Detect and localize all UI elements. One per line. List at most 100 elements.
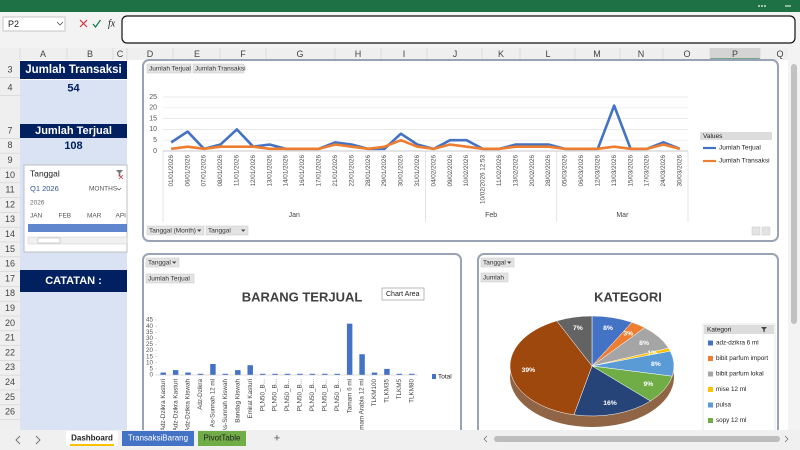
bar xyxy=(272,373,278,375)
enter-icon[interactable] xyxy=(92,19,101,28)
horizontal-scroll-thumb[interactable] xyxy=(494,436,780,442)
column-header[interactable]: J xyxy=(453,49,458,59)
row-header[interactable]: 17 xyxy=(5,273,15,283)
row-header[interactable]: 14 xyxy=(5,229,15,239)
field-button[interactable] xyxy=(480,257,515,268)
legend-label[interactable]: Jumlah Transaksi xyxy=(719,158,770,165)
row-header[interactable]: 26 xyxy=(5,407,15,417)
column-header[interactable]: H xyxy=(355,49,362,59)
cancel-icon[interactable] xyxy=(79,19,88,28)
timeline-level[interactable]: MONTHS xyxy=(89,186,118,193)
field-button-label[interactable]: Jumlah Terjual xyxy=(149,65,191,72)
add-sheet[interactable]: + xyxy=(274,432,280,444)
column-header[interactable]: O xyxy=(683,49,690,59)
column-header[interactable]: G xyxy=(296,49,303,59)
column-header[interactable]: D xyxy=(147,49,154,59)
field-button-arrow[interactable] xyxy=(172,261,177,264)
legend-label[interactable]: pulsa xyxy=(716,402,732,409)
row-header[interactable]: 15 xyxy=(5,244,15,254)
field-button-arrow[interactable] xyxy=(507,261,512,264)
row-header[interactable]: 11 xyxy=(5,185,14,195)
field-button-arrow[interactable] xyxy=(241,229,246,232)
legend-label[interactable]: Jumlah Terjual xyxy=(719,145,761,152)
timeline-scrollbar[interactable] xyxy=(27,236,128,245)
field-button-label[interactable]: Jumlah xyxy=(483,274,504,281)
legend-label[interactable]: Total xyxy=(438,374,452,381)
row-header[interactable]: 9 xyxy=(7,155,12,165)
sheet-tab[interactable] xyxy=(198,431,246,446)
column-header[interactable]: E xyxy=(194,49,200,59)
x-tick-label: 13/03/2026 xyxy=(611,155,618,187)
column-header[interactable]: C xyxy=(117,49,124,59)
column-header[interactable]: M xyxy=(593,49,601,59)
pie-slice[interactable] xyxy=(509,320,593,416)
horizontal-scroll-arrows[interactable] xyxy=(483,435,789,443)
row-header[interactable]: 8 xyxy=(7,140,12,150)
column-header[interactable]: N xyxy=(638,49,645,59)
sheet-tab-label[interactable]: Dashboard xyxy=(71,434,113,443)
row-header[interactable]: 18 xyxy=(5,288,15,298)
sheet-tab-label[interactable]: PivotTable xyxy=(204,434,241,443)
timeline-selection[interactable] xyxy=(28,224,127,232)
expand-button[interactable] xyxy=(751,226,761,236)
tab-scroll-arrows[interactable] xyxy=(15,435,41,445)
clear-filter-icon[interactable] xyxy=(116,170,123,177)
pie-slice[interactable] xyxy=(573,365,651,417)
field-button-arrow[interactable] xyxy=(197,229,202,232)
field-button[interactable] xyxy=(146,63,192,74)
row-header[interactable]: 10 xyxy=(5,170,15,180)
field-button-label[interactable]: Tanggal xyxy=(148,259,171,266)
formula-input[interactable] xyxy=(121,15,796,44)
name-box-arrow[interactable] xyxy=(56,21,64,26)
row-header[interactable]: 4 xyxy=(7,82,12,92)
legend-label[interactable]: adz-dzikra 6 ml xyxy=(716,340,759,347)
row-header[interactable]: 12 xyxy=(5,199,15,209)
row-header[interactable]: 24 xyxy=(5,377,15,387)
field-button-label[interactable]: Tanggal xyxy=(483,259,506,266)
field-button[interactable] xyxy=(192,63,245,74)
field-button-label[interactable]: Tanggal xyxy=(208,227,231,234)
row-header[interactable]: 19 xyxy=(5,303,15,313)
field-button[interactable] xyxy=(205,225,249,236)
row-header[interactable]: 21 xyxy=(5,333,15,343)
row-header[interactable]: 13 xyxy=(5,214,15,224)
field-button[interactable] xyxy=(145,257,180,268)
sheet-tab-label[interactable]: TransaksiBarang xyxy=(128,434,188,443)
column-header[interactable]: B xyxy=(87,49,93,59)
legend-filter-icon[interactable] xyxy=(761,327,767,333)
line-chart-panel[interactable] xyxy=(142,59,779,242)
row-header[interactable]: 22 xyxy=(5,347,15,357)
legend-label[interactable]: bibit parfum lokal xyxy=(716,371,764,378)
field-button-label[interactable]: Tanggal (Month) xyxy=(149,227,196,234)
legend-label[interactable]: mise 12 ml xyxy=(716,386,746,393)
timeline-scroll-thumb[interactable] xyxy=(37,237,61,244)
legend-label[interactable]: bibit parfum import xyxy=(716,355,768,362)
name-box[interactable] xyxy=(2,16,66,32)
field-button[interactable] xyxy=(146,225,205,236)
collapse-button[interactable] xyxy=(761,226,771,236)
sheet-tab[interactable] xyxy=(122,431,194,446)
column-header[interactable]: L xyxy=(545,49,550,59)
field-button-label[interactable]: Jumlah Transaksi xyxy=(195,65,246,72)
row-header[interactable]: 20 xyxy=(5,318,15,328)
row-header[interactable]: 23 xyxy=(5,362,15,372)
pie-slice[interactable] xyxy=(556,315,593,367)
row-header[interactable]: 3 xyxy=(7,64,12,74)
legend-label[interactable]: sopy 12 ml xyxy=(716,417,746,424)
field-button-label[interactable]: Jumlah Terjual xyxy=(148,275,190,282)
column-header[interactable]: P xyxy=(732,49,738,59)
column-header[interactable]: I xyxy=(403,49,406,59)
row-header[interactable]: 16 xyxy=(5,259,15,269)
fx-button[interactable]: fx xyxy=(108,18,116,29)
column-header[interactable]: Q xyxy=(776,49,783,59)
field-button[interactable] xyxy=(480,272,509,283)
vertical-scroll-thumb[interactable] xyxy=(791,64,797,324)
sheet-tab-active[interactable] xyxy=(66,431,118,446)
column-header[interactable]: A xyxy=(40,49,46,59)
field-button[interactable] xyxy=(145,273,195,284)
row-header[interactable]: 25 xyxy=(5,392,15,402)
level-arrow[interactable] xyxy=(116,187,122,191)
column-header[interactable]: K xyxy=(498,49,504,59)
row-header[interactable]: 7 xyxy=(7,125,12,135)
column-header[interactable]: F xyxy=(240,49,246,59)
